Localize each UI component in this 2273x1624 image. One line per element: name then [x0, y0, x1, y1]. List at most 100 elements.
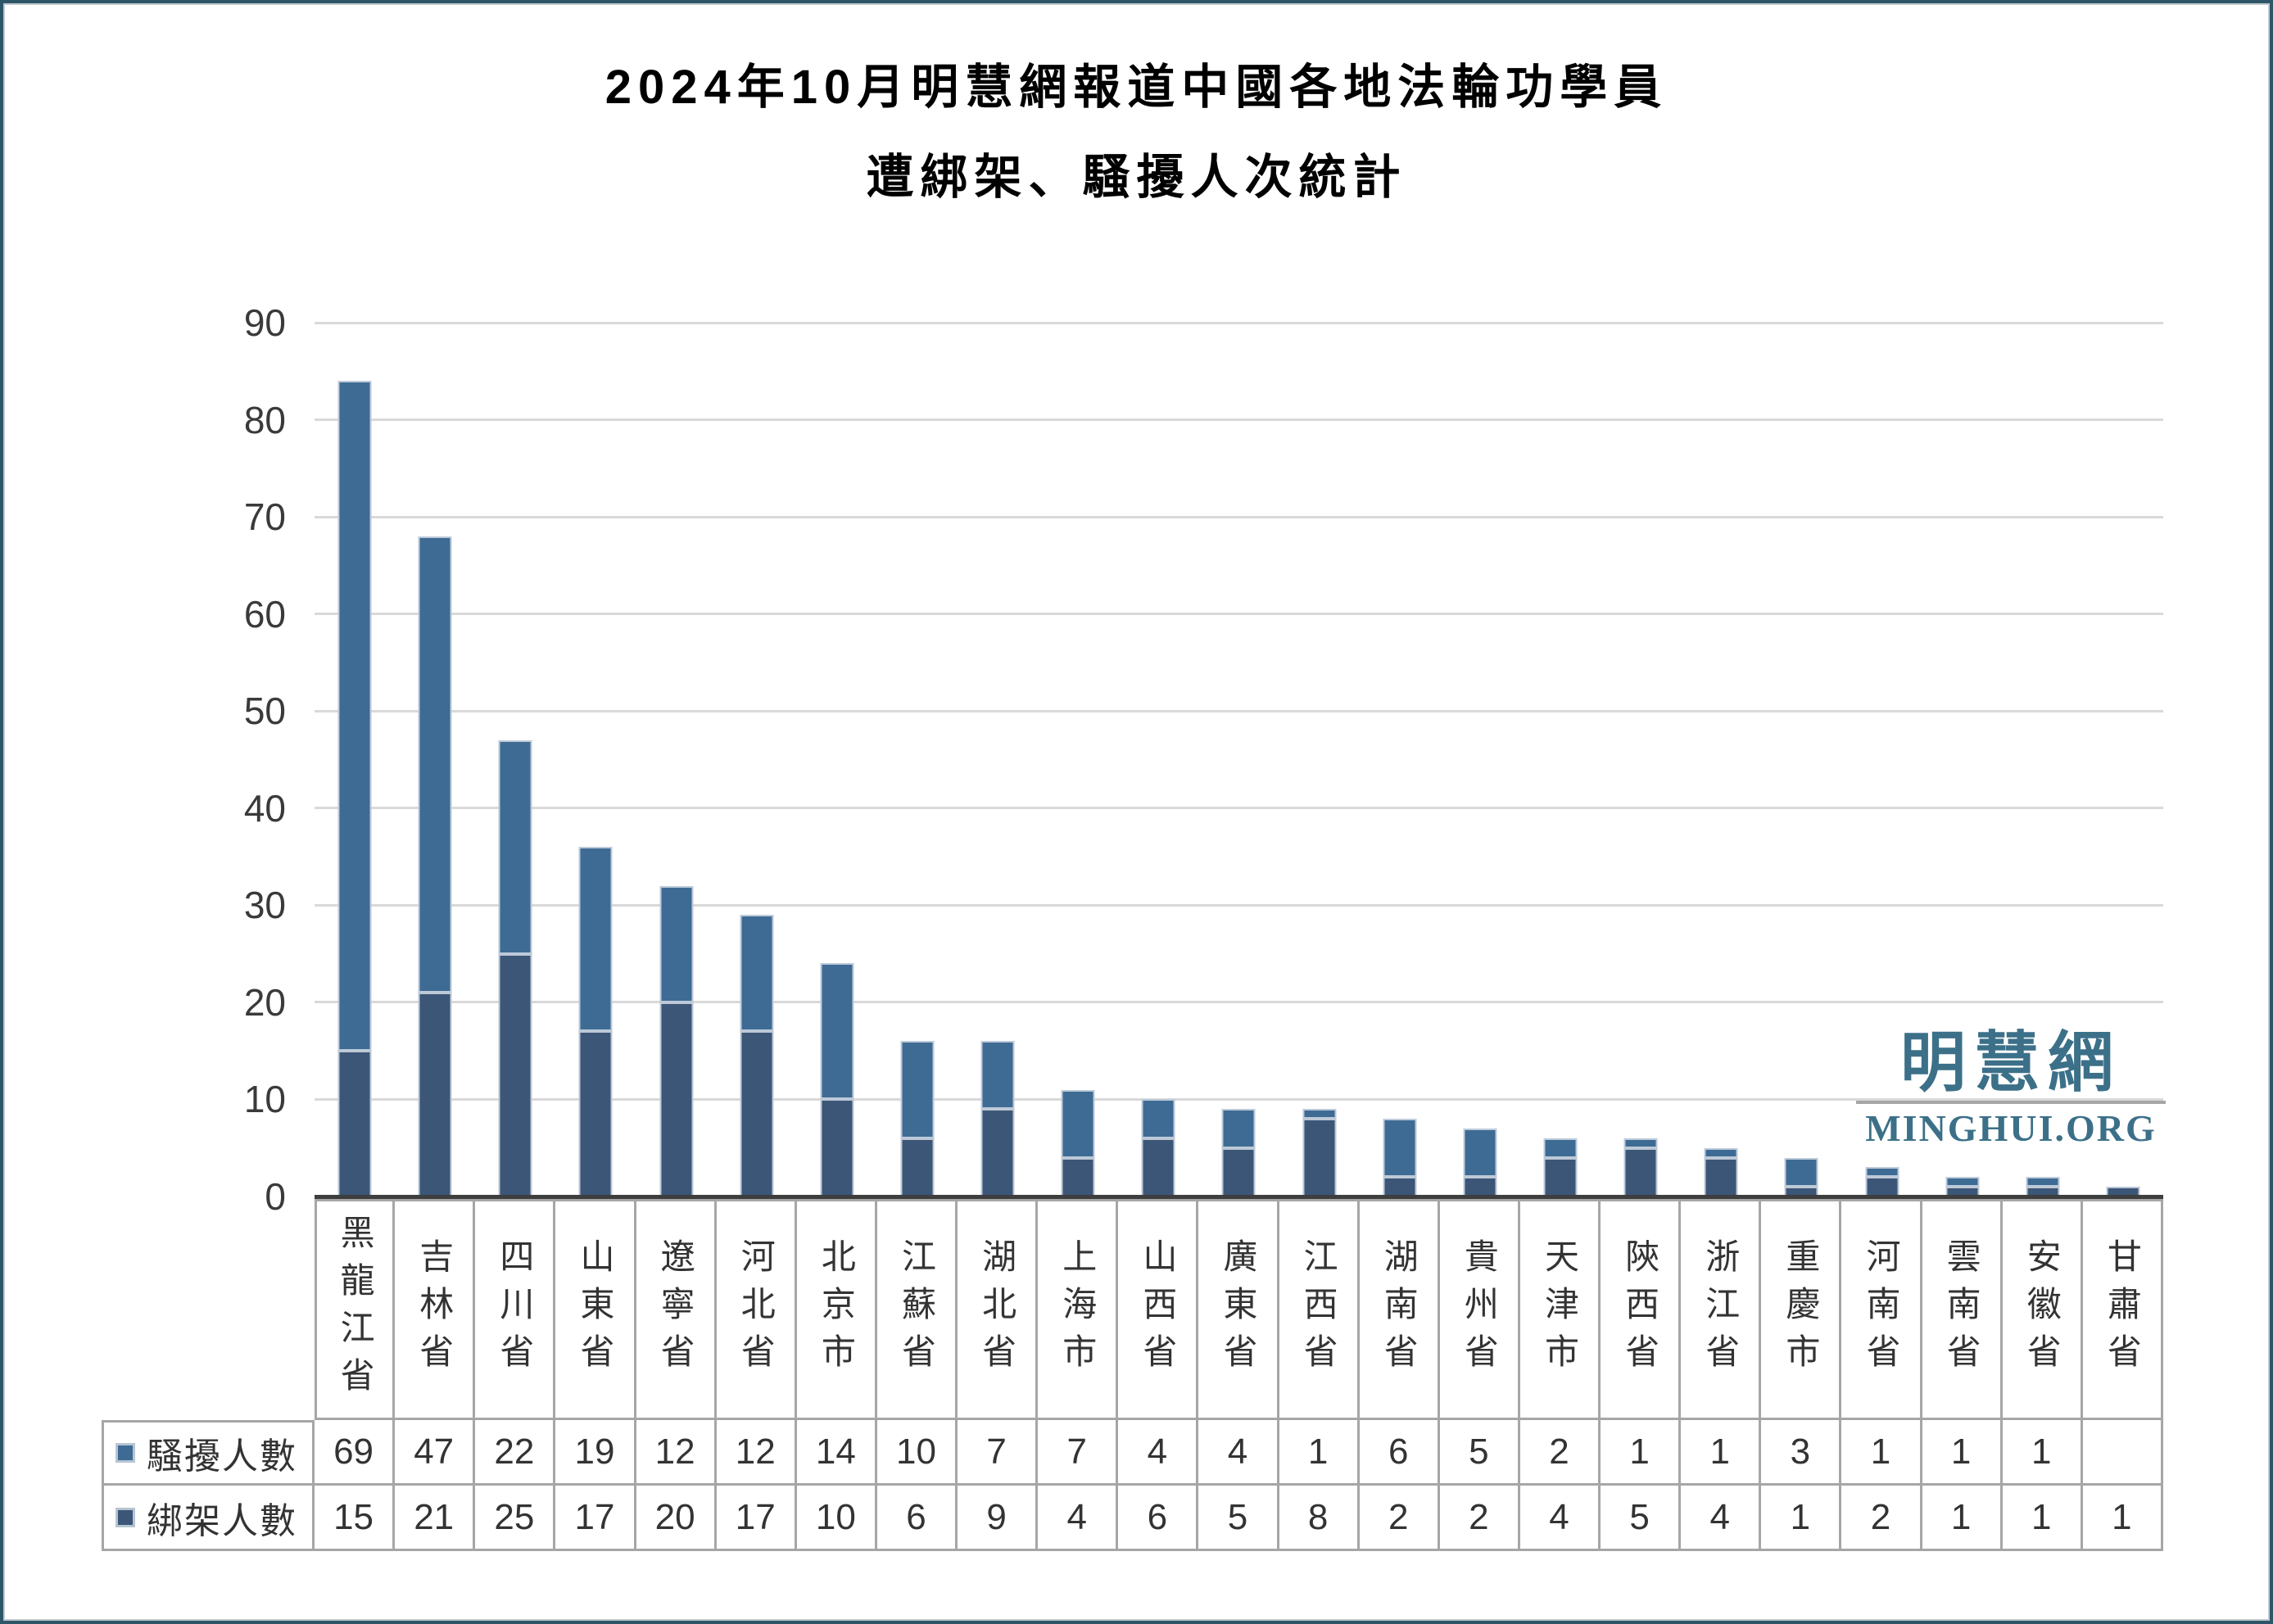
bar-segment-kidnapping — [1623, 1147, 1658, 1197]
value-cell-harassment: 7 — [1038, 1420, 1119, 1486]
province-header-cell: 陝西省 — [1601, 1199, 1682, 1420]
value-cell-harassment: 19 — [555, 1420, 636, 1486]
gridline — [315, 515, 2163, 518]
value-cell-harassment: 1 — [1601, 1420, 1682, 1486]
province-header-cell: 湖南省 — [1359, 1199, 1440, 1420]
minghui-logo-divider — [1856, 1101, 2166, 1104]
bar-segment-kidnapping — [1543, 1157, 1578, 1197]
value-cell-kidnapping: 4 — [1681, 1486, 1762, 1551]
province-header-cell: 重慶市 — [1761, 1199, 1842, 1420]
value-cell-kidnapping: 8 — [1279, 1486, 1360, 1551]
value-cell-harassment: 4 — [1118, 1420, 1199, 1486]
chart-title: 2024年10月明慧網報道中國各地法輪功學員 遭綁架、騷擾人次統計 — [3, 43, 2270, 223]
province-name: 甘肅省 — [2103, 1238, 2142, 1381]
bar-segment-kidnapping — [498, 953, 532, 1197]
bar-segment-harassment — [2026, 1177, 2060, 1187]
bar-segment-kidnapping — [659, 1002, 694, 1197]
bar-group — [1681, 323, 1761, 1197]
bar-segment-harassment — [498, 740, 532, 954]
chart-title-line2: 遭綁架、騷擾人次統計 — [866, 151, 1407, 204]
stacked-bar — [337, 381, 372, 1197]
value-cell-kidnapping: 5 — [1198, 1486, 1279, 1551]
province-header-cell: 北京市 — [796, 1199, 877, 1420]
province-name: 四川省 — [495, 1238, 534, 1381]
legend-color-swatch — [115, 1507, 135, 1527]
y-tick-label: 80 — [243, 398, 286, 441]
province-name: 江蘇省 — [897, 1238, 936, 1381]
bar-group — [717, 323, 797, 1197]
value-cell-kidnapping: 21 — [395, 1486, 476, 1551]
bar-group — [1279, 323, 1360, 1197]
stacked-bar — [1623, 1138, 1658, 1197]
value-cell-harassment: 22 — [475, 1420, 556, 1486]
gridline — [315, 807, 2163, 810]
plot-area — [315, 321, 2163, 1197]
bar-segment-kidnapping — [1704, 1157, 1738, 1197]
stacked-bar — [578, 847, 613, 1197]
value-cell-kidnapping: 6 — [876, 1486, 958, 1551]
bar-segment-kidnapping — [1945, 1187, 1980, 1197]
value-cell-harassment: 12 — [636, 1420, 717, 1486]
bar-group — [1118, 323, 1198, 1197]
bar-segment-harassment — [1141, 1099, 1175, 1138]
province-name: 陝西省 — [1620, 1238, 1659, 1381]
stacked-bar — [1061, 1089, 1095, 1197]
stacked-bar — [1221, 1109, 1256, 1197]
bar-segment-kidnapping — [820, 1099, 854, 1197]
value-cell-harassment: 12 — [716, 1420, 797, 1486]
stacked-bar — [498, 740, 532, 1197]
bar-group — [877, 323, 958, 1197]
value-cell-harassment: 6 — [1359, 1420, 1440, 1486]
gridline — [315, 709, 2163, 712]
bar-group — [555, 323, 636, 1197]
value-cell-harassment: 10 — [876, 1420, 958, 1486]
value-cell-kidnapping: 1 — [2002, 1486, 2083, 1551]
y-tick-label: 10 — [243, 1078, 286, 1121]
y-tick-label: 30 — [243, 884, 286, 927]
province-name: 貴州省 — [1460, 1238, 1499, 1381]
province-header-cell: 山西省 — [1118, 1199, 1199, 1420]
bar-group — [1038, 323, 1118, 1197]
province-name: 河南省 — [1862, 1238, 1901, 1381]
stacked-bar — [418, 536, 452, 1197]
stacked-bar — [820, 963, 854, 1197]
province-header-cell: 上海市 — [1038, 1199, 1119, 1420]
province-header-cell: 貴州省 — [1439, 1199, 1520, 1420]
y-tick-label: 70 — [243, 495, 286, 539]
gridline — [315, 1001, 2163, 1004]
bar-segment-harassment — [1945, 1177, 1980, 1187]
stacked-bar — [900, 1041, 935, 1197]
value-cell-kidnapping: 17 — [716, 1486, 797, 1551]
province-header-cell: 遼寧省 — [636, 1199, 717, 1420]
value-cell-harassment — [2082, 1420, 2163, 1486]
bar-segment-kidnapping — [1061, 1157, 1095, 1197]
minghui-logo-url: MINGHUI.ORG — [1865, 1107, 2157, 1149]
bar-segment-harassment — [740, 915, 774, 1032]
province-header-cell: 四川省 — [475, 1199, 556, 1420]
gridline — [315, 418, 2163, 422]
bar-segment-kidnapping — [2106, 1187, 2140, 1197]
stacked-bar — [1784, 1157, 1818, 1197]
stacked-bar — [1945, 1177, 1980, 1197]
y-tick-label: 50 — [243, 690, 286, 733]
value-cell-harassment: 1 — [1922, 1420, 2003, 1486]
bar-segment-harassment — [659, 885, 694, 1002]
bar-segment-harassment — [1623, 1138, 1658, 1148]
bar-segment-harassment — [1061, 1089, 1095, 1158]
bar-segment-kidnapping — [980, 1109, 1015, 1197]
province-header-cell: 浙江省 — [1681, 1199, 1762, 1420]
value-cell-kidnapping: 25 — [475, 1486, 556, 1551]
province-name: 浙江省 — [1700, 1238, 1740, 1381]
bar-group — [1601, 323, 1681, 1197]
value-cell-kidnapping: 10 — [796, 1486, 877, 1551]
bar-segment-kidnapping — [1302, 1119, 1337, 1197]
value-cell-harassment: 5 — [1439, 1420, 1520, 1486]
bar-segment-harassment — [980, 1041, 1015, 1110]
value-cell-kidnapping: 9 — [958, 1486, 1039, 1551]
province-header-cell: 甘肅省 — [2082, 1199, 2163, 1420]
bar-group — [395, 323, 475, 1197]
value-cell-kidnapping: 20 — [636, 1486, 717, 1551]
province-header-cell: 湖北省 — [958, 1199, 1039, 1420]
bar-segment-harassment — [1704, 1147, 1738, 1158]
